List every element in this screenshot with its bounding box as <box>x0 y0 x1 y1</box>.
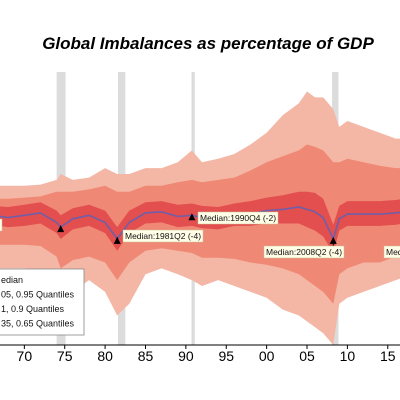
legend-label-3: 35, 0.65 Quantiles <box>1 319 75 329</box>
x-tick-label-2: 80 <box>97 348 113 364</box>
annotation-arrow-3 <box>329 236 337 244</box>
x-tick-label-7: 05 <box>299 348 315 364</box>
annotation-box-4 <box>383 245 400 259</box>
annotation-box-1 <box>122 229 204 243</box>
annotation-arrow-0 <box>57 225 65 233</box>
annotation-label-3: Median:2008Q2 (-4) <box>266 247 342 257</box>
x-tick-label-0: 70 <box>17 348 33 364</box>
x-axis-ticks: 70 75 80 85 90 95 00 05 10 15 <box>17 345 396 364</box>
annotation-box-2 <box>197 211 279 225</box>
legend-label-1: 05, 0.95 Quantiles <box>1 290 75 300</box>
annotation-label-4: Med <box>386 247 400 257</box>
annotation-label-1: Median:1981Q2 (-4) <box>125 231 201 241</box>
x-tick-label-3: 85 <box>138 348 154 364</box>
annotation-arrow-2 <box>188 213 196 221</box>
legend: edian 05, 0.95 Quantiles 1, 0.9 Quantiles 3… <box>0 268 85 336</box>
x-tick-label-1: 75 <box>57 348 73 364</box>
x-tick-label-6: 00 <box>259 348 275 364</box>
legend-label-2: 1, 0.9 Quantiles <box>1 304 65 314</box>
x-tick-label-4: 90 <box>178 348 194 364</box>
annotation-label-2: Median:1990Q4 (-2) <box>200 213 276 223</box>
chart-title: Global Imbalances as percentage of GDP <box>42 34 374 53</box>
annotation-box-3 <box>263 245 345 259</box>
legend-label-0: edian <box>1 275 23 285</box>
annotation-box-0 <box>0 218 3 232</box>
x-tick-label-9: 15 <box>380 348 396 364</box>
x-tick-label-5: 95 <box>218 348 234 364</box>
annotation-arrow-1 <box>113 236 121 244</box>
legend-box <box>0 268 85 336</box>
annotations: Median:1974Q3 (-3)Median:1981Q2 (-4)Medi… <box>0 211 400 259</box>
x-tick-label-8: 10 <box>340 348 356 364</box>
